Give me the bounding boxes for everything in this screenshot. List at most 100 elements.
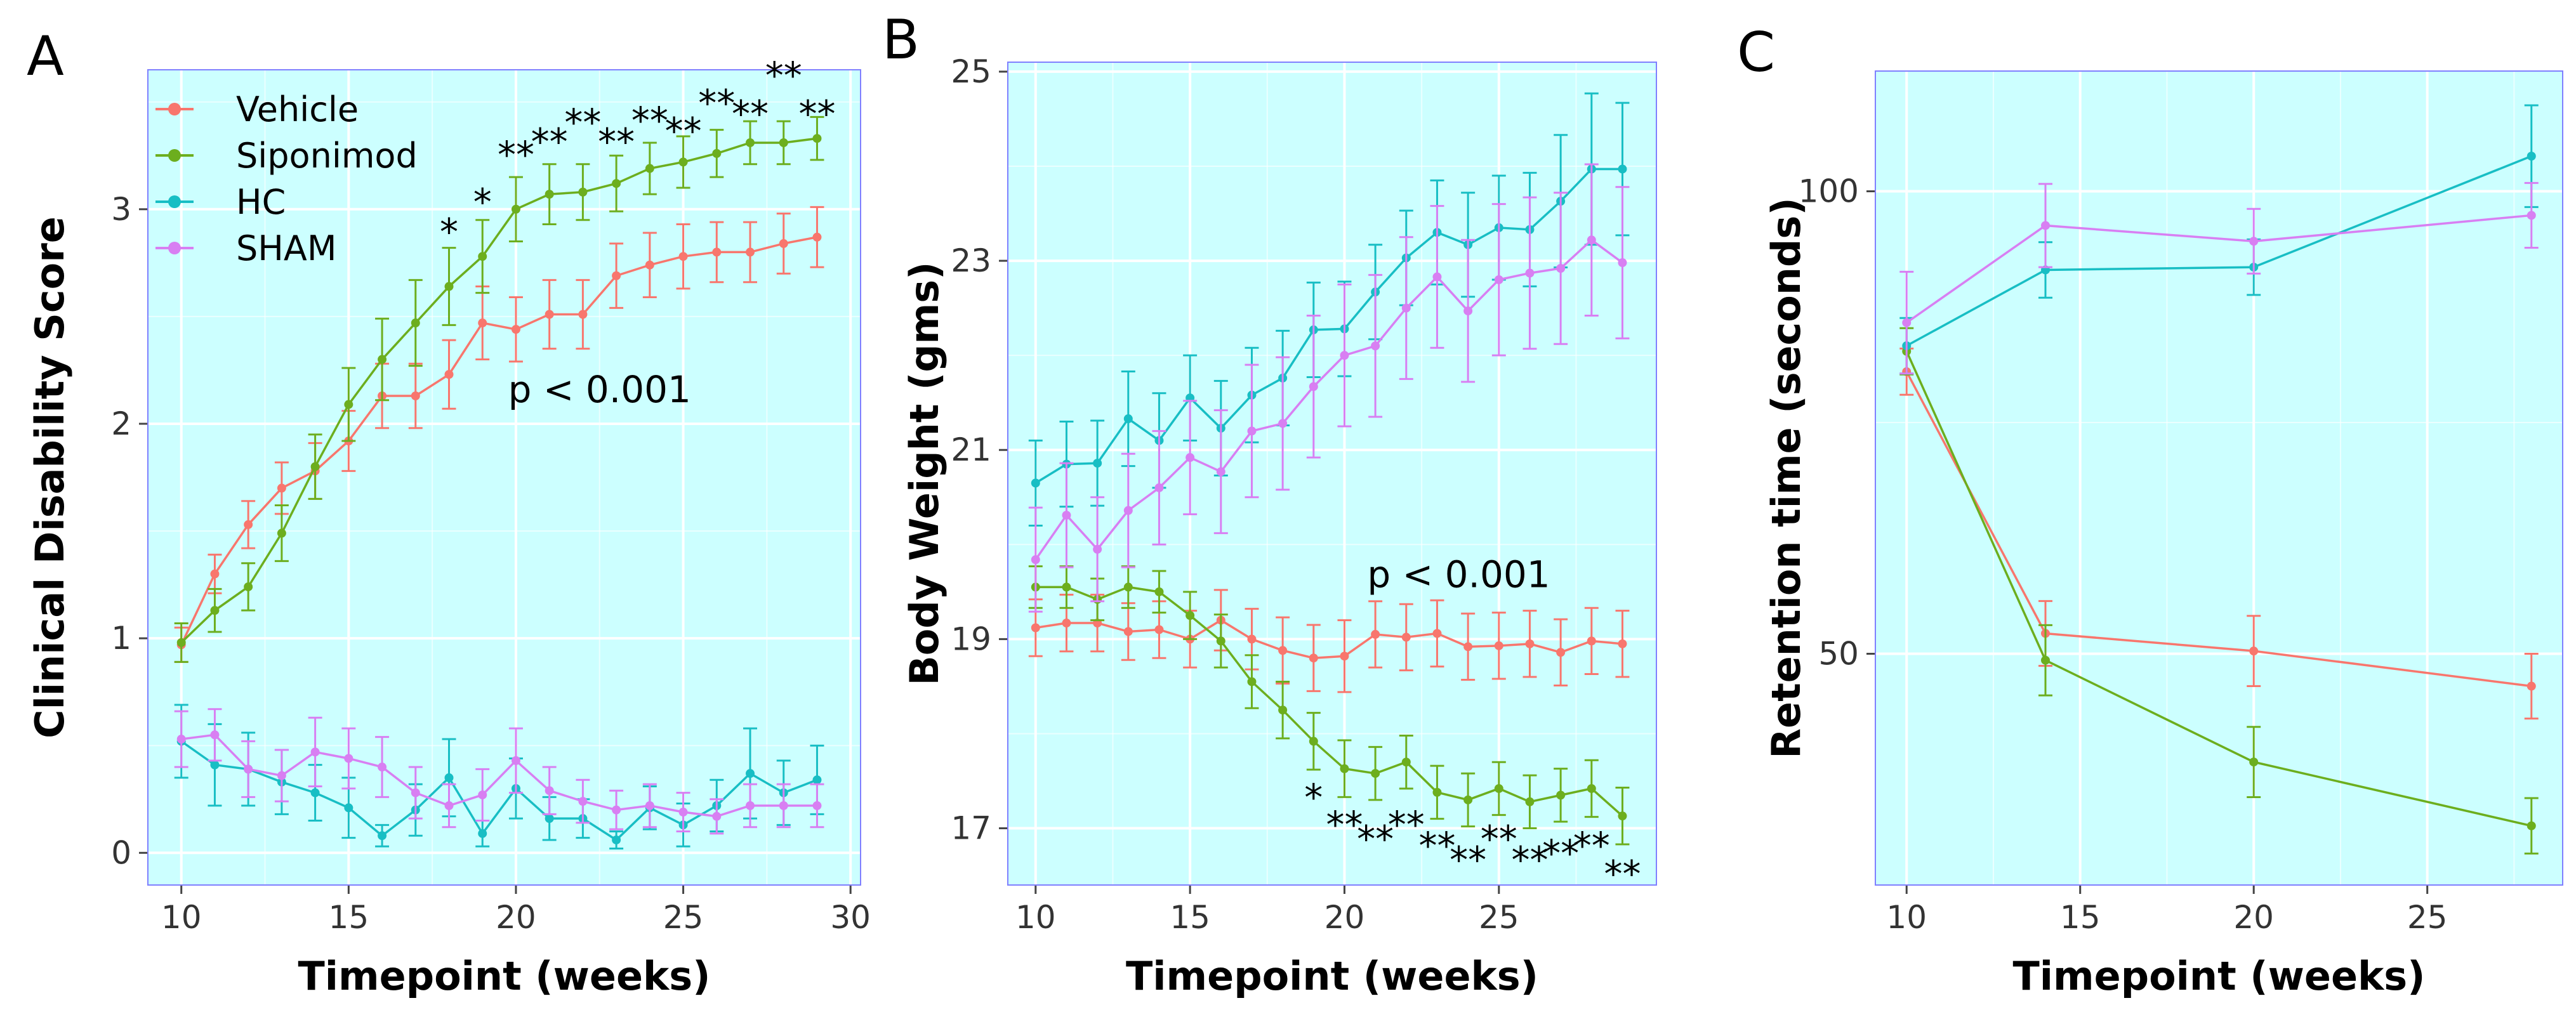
significance-marker: ** xyxy=(598,121,635,164)
data-point xyxy=(746,801,755,810)
data-point xyxy=(378,355,387,364)
data-point xyxy=(2249,758,2259,767)
significance-marker: ** xyxy=(1573,824,1610,867)
panel-label-c: C xyxy=(1737,21,1775,84)
data-point xyxy=(444,282,454,291)
data-point xyxy=(1525,268,1535,278)
significance-marker: ** xyxy=(1511,838,1548,881)
x-axis-title-a: Timepoint (weeks) xyxy=(298,953,711,999)
significance-marker: * xyxy=(1304,776,1323,819)
data-point xyxy=(1154,587,1164,596)
series-line-siponimod xyxy=(180,137,817,644)
series-line-hc xyxy=(1906,155,2532,347)
data-point xyxy=(612,179,621,188)
series-line-vehicle xyxy=(180,236,817,646)
series-line-sham xyxy=(1034,239,1623,561)
significance-marker: ** xyxy=(698,82,735,125)
data-point xyxy=(1278,419,1288,428)
data-point xyxy=(812,134,822,143)
data-point xyxy=(1340,351,1349,360)
y-tick-label: 21 xyxy=(951,431,991,468)
x-tick-label: 15 xyxy=(329,899,369,936)
data-point xyxy=(1618,811,1627,821)
data-point xyxy=(310,788,320,797)
x-tick-label: 20 xyxy=(1324,899,1365,936)
data-point xyxy=(2249,237,2259,246)
data-point xyxy=(1556,648,1566,657)
data-point xyxy=(1494,275,1503,284)
data-point xyxy=(1494,641,1503,650)
panel-c-chart: 10 15 20 25 50 100 Timepoint (weeks) Retention … xyxy=(1763,70,2563,999)
data-point xyxy=(1186,611,1195,620)
data-point xyxy=(1216,636,1225,646)
y-axis-title-a: Clinical Disability Score xyxy=(27,216,73,738)
data-point xyxy=(210,569,220,579)
legend-key-point xyxy=(168,103,181,115)
series-siponimod xyxy=(1028,565,1630,846)
legend-label-hc: HC xyxy=(236,182,286,222)
data-point xyxy=(1340,764,1349,773)
data-point xyxy=(1587,235,1596,245)
y-tick-label: 1 xyxy=(111,620,131,657)
data-point xyxy=(411,318,420,328)
significance-marker: ** xyxy=(665,110,702,153)
data-point xyxy=(244,764,253,774)
significance-marker: ** xyxy=(798,93,835,136)
plot-border-c xyxy=(1875,70,2563,886)
data-point xyxy=(1123,627,1133,636)
data-point xyxy=(746,138,755,147)
data-point xyxy=(176,638,186,647)
data-point xyxy=(344,400,353,409)
series-sham xyxy=(174,708,824,835)
data-point xyxy=(1525,797,1535,806)
y-tick-label: 3 xyxy=(111,191,131,228)
plot-area-b xyxy=(1008,62,1656,885)
data-point xyxy=(678,808,688,817)
data-point xyxy=(2041,655,2051,665)
data-point xyxy=(2526,152,2536,161)
data-point xyxy=(1309,382,1318,391)
data-point xyxy=(1587,636,1596,646)
data-point xyxy=(1247,634,1257,644)
data-point xyxy=(310,747,320,757)
data-point xyxy=(645,164,654,173)
legend-key-point xyxy=(168,149,181,162)
data-point xyxy=(411,788,420,797)
legend-label-sham: SHAM xyxy=(236,228,336,268)
x-tick-label: 20 xyxy=(2233,899,2274,936)
series-siponimod xyxy=(174,115,824,663)
plot-area-c xyxy=(1875,71,2563,885)
data-point xyxy=(277,483,286,493)
series-line-hc xyxy=(180,740,818,842)
y-tick-label: 25 xyxy=(951,53,991,90)
y-tick-label: 2 xyxy=(111,405,131,442)
data-point xyxy=(1618,639,1627,648)
panel-label-a: A xyxy=(27,25,64,88)
legend-key-point xyxy=(168,195,181,208)
data-point xyxy=(1031,623,1040,633)
data-point xyxy=(1371,341,1380,351)
data-point xyxy=(1902,318,1912,327)
data-point xyxy=(344,803,353,813)
data-point xyxy=(1309,653,1318,663)
x-tick-label: 20 xyxy=(496,899,536,936)
data-point xyxy=(678,157,688,167)
data-point xyxy=(277,528,286,538)
data-point xyxy=(244,520,253,529)
data-point xyxy=(1216,467,1225,476)
data-point xyxy=(779,138,788,147)
series-line-siponimod xyxy=(1035,586,1623,817)
data-point xyxy=(210,730,220,740)
data-point xyxy=(578,187,588,197)
data-point xyxy=(1587,784,1596,793)
series-vehicle xyxy=(174,206,824,663)
data-point xyxy=(2526,821,2536,830)
x-tick-label: 25 xyxy=(663,899,704,936)
legend-label-siponimod: Siponimod xyxy=(236,136,418,176)
data-point xyxy=(545,786,554,796)
data-point xyxy=(712,148,722,158)
x-tick-label: 15 xyxy=(1170,899,1210,936)
data-point xyxy=(1463,795,1473,804)
data-point xyxy=(411,391,420,400)
